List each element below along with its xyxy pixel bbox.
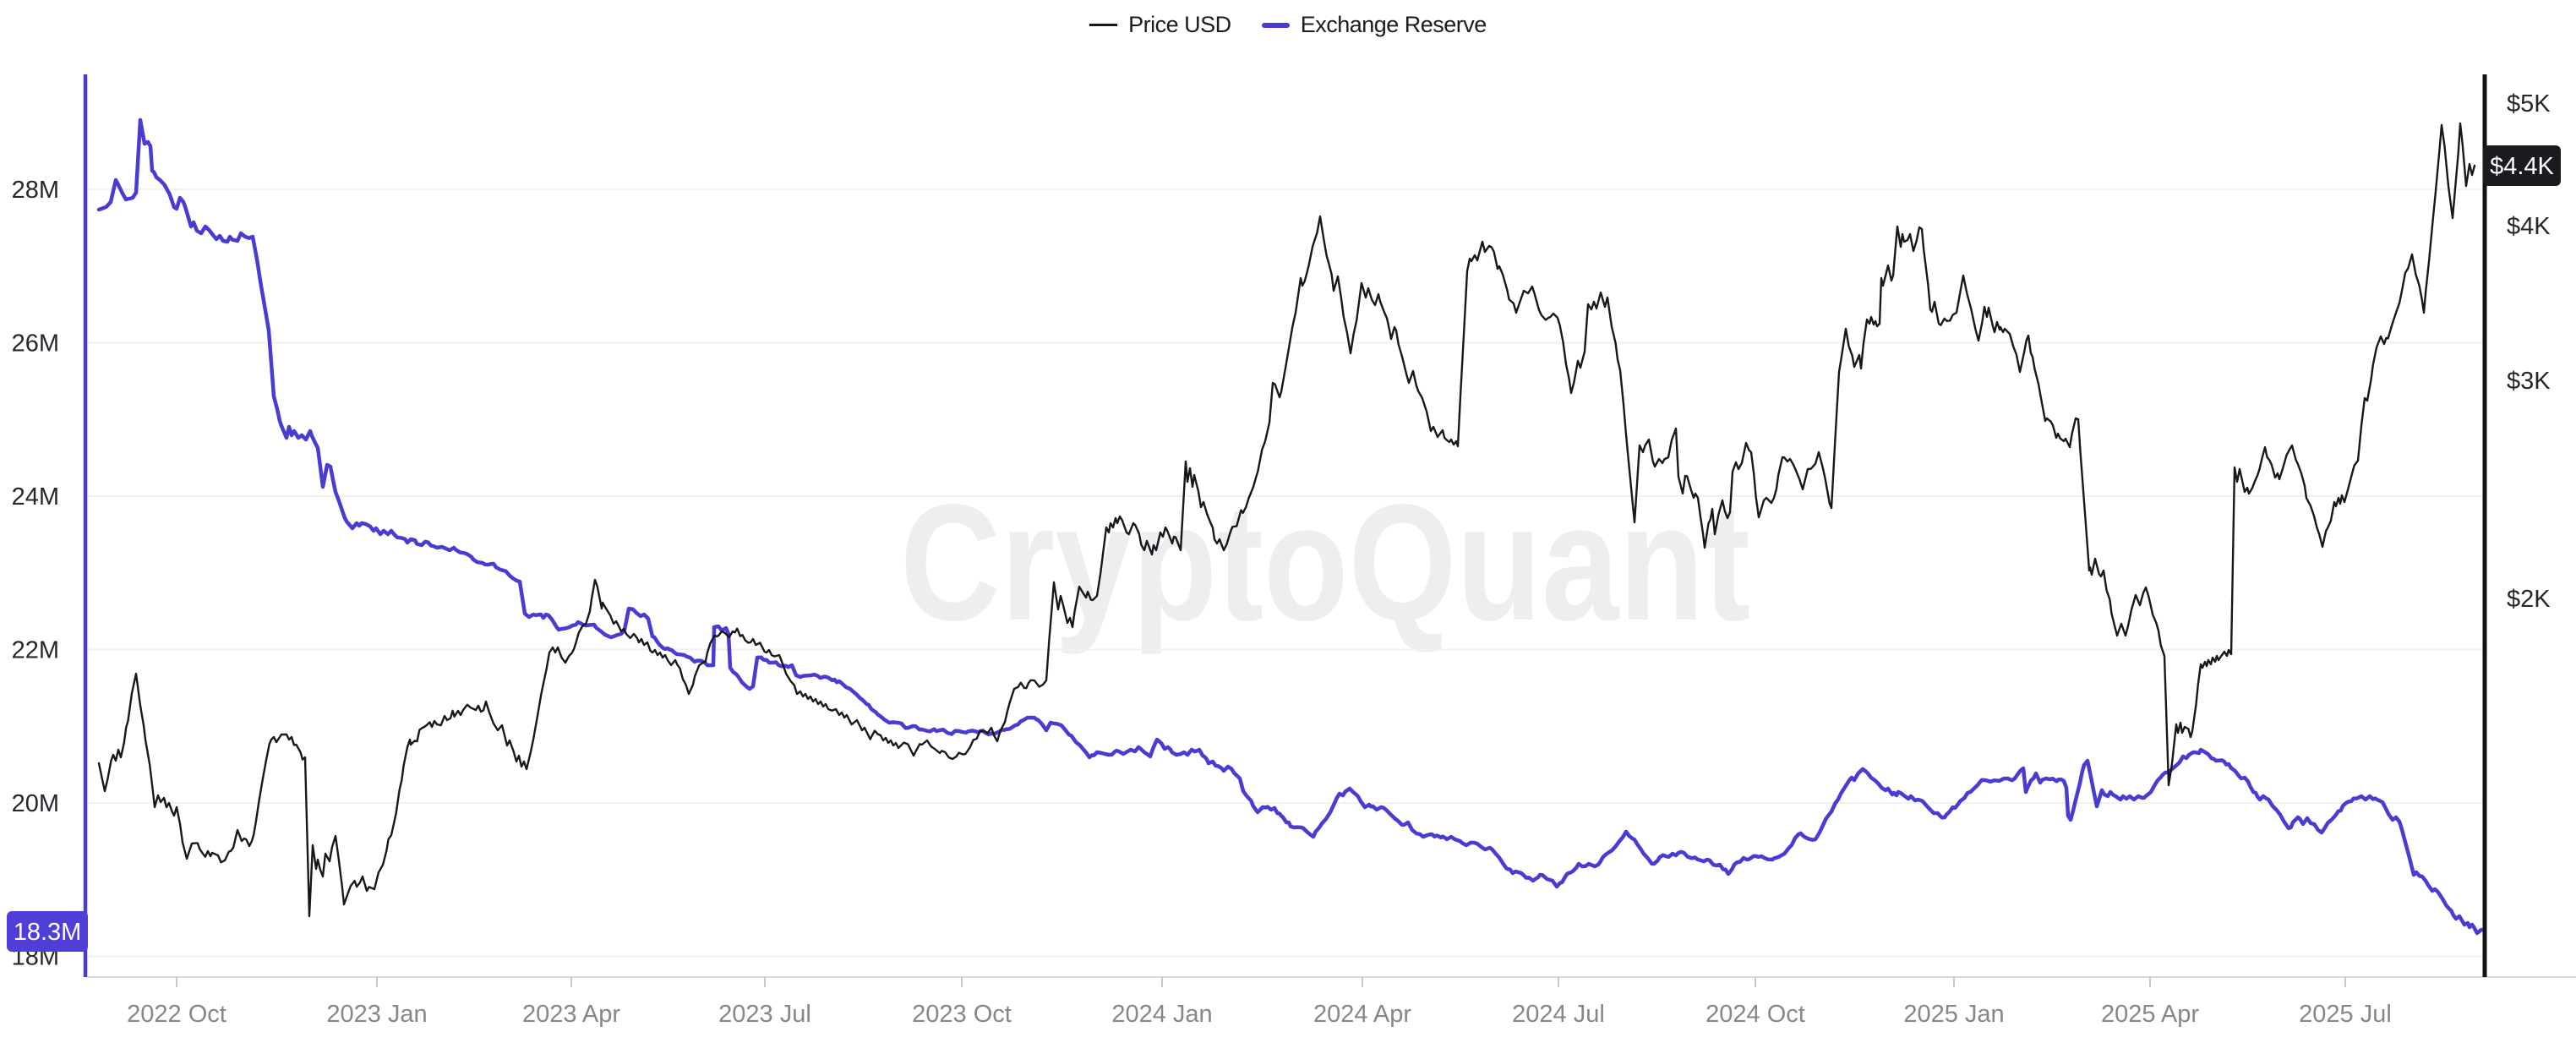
- svg-text:2024 Jul: 2024 Jul: [1512, 1001, 1605, 1028]
- svg-text:$4K: $4K: [2507, 213, 2551, 240]
- svg-text:2025 Jul: 2025 Jul: [2299, 1001, 2392, 1028]
- svg-text:20M: 20M: [12, 790, 59, 817]
- svg-text:2022 Oct: 2022 Oct: [127, 1001, 226, 1028]
- svg-text:2024 Apr: 2024 Apr: [1313, 1001, 1411, 1028]
- svg-text:$4.4K: $4.4K: [2490, 153, 2554, 180]
- svg-text:2025 Apr: 2025 Apr: [2101, 1001, 2199, 1028]
- svg-text:2023 Jan: 2023 Jan: [326, 1001, 427, 1028]
- svg-text:$3K: $3K: [2507, 368, 2551, 395]
- svg-text:24M: 24M: [12, 483, 59, 511]
- svg-text:26M: 26M: [12, 330, 59, 358]
- svg-text:18.3M: 18.3M: [14, 919, 82, 946]
- svg-text:$2K: $2K: [2507, 586, 2551, 613]
- svg-text:22M: 22M: [12, 637, 59, 664]
- svg-text:2023 Oct: 2023 Oct: [912, 1001, 1012, 1028]
- svg-text:28M: 28M: [12, 177, 59, 204]
- svg-text:2023 Apr: 2023 Apr: [522, 1001, 620, 1028]
- svg-text:$5K: $5K: [2507, 90, 2551, 117]
- svg-text:2023 Jul: 2023 Jul: [718, 1001, 811, 1028]
- svg-text:2024 Oct: 2024 Oct: [1706, 1001, 1805, 1028]
- svg-text:CryptoQuant: CryptoQuant: [900, 470, 1750, 655]
- svg-text:2024 Jan: 2024 Jan: [1111, 1001, 1212, 1028]
- svg-text:2025 Jan: 2025 Jan: [1903, 1001, 2004, 1028]
